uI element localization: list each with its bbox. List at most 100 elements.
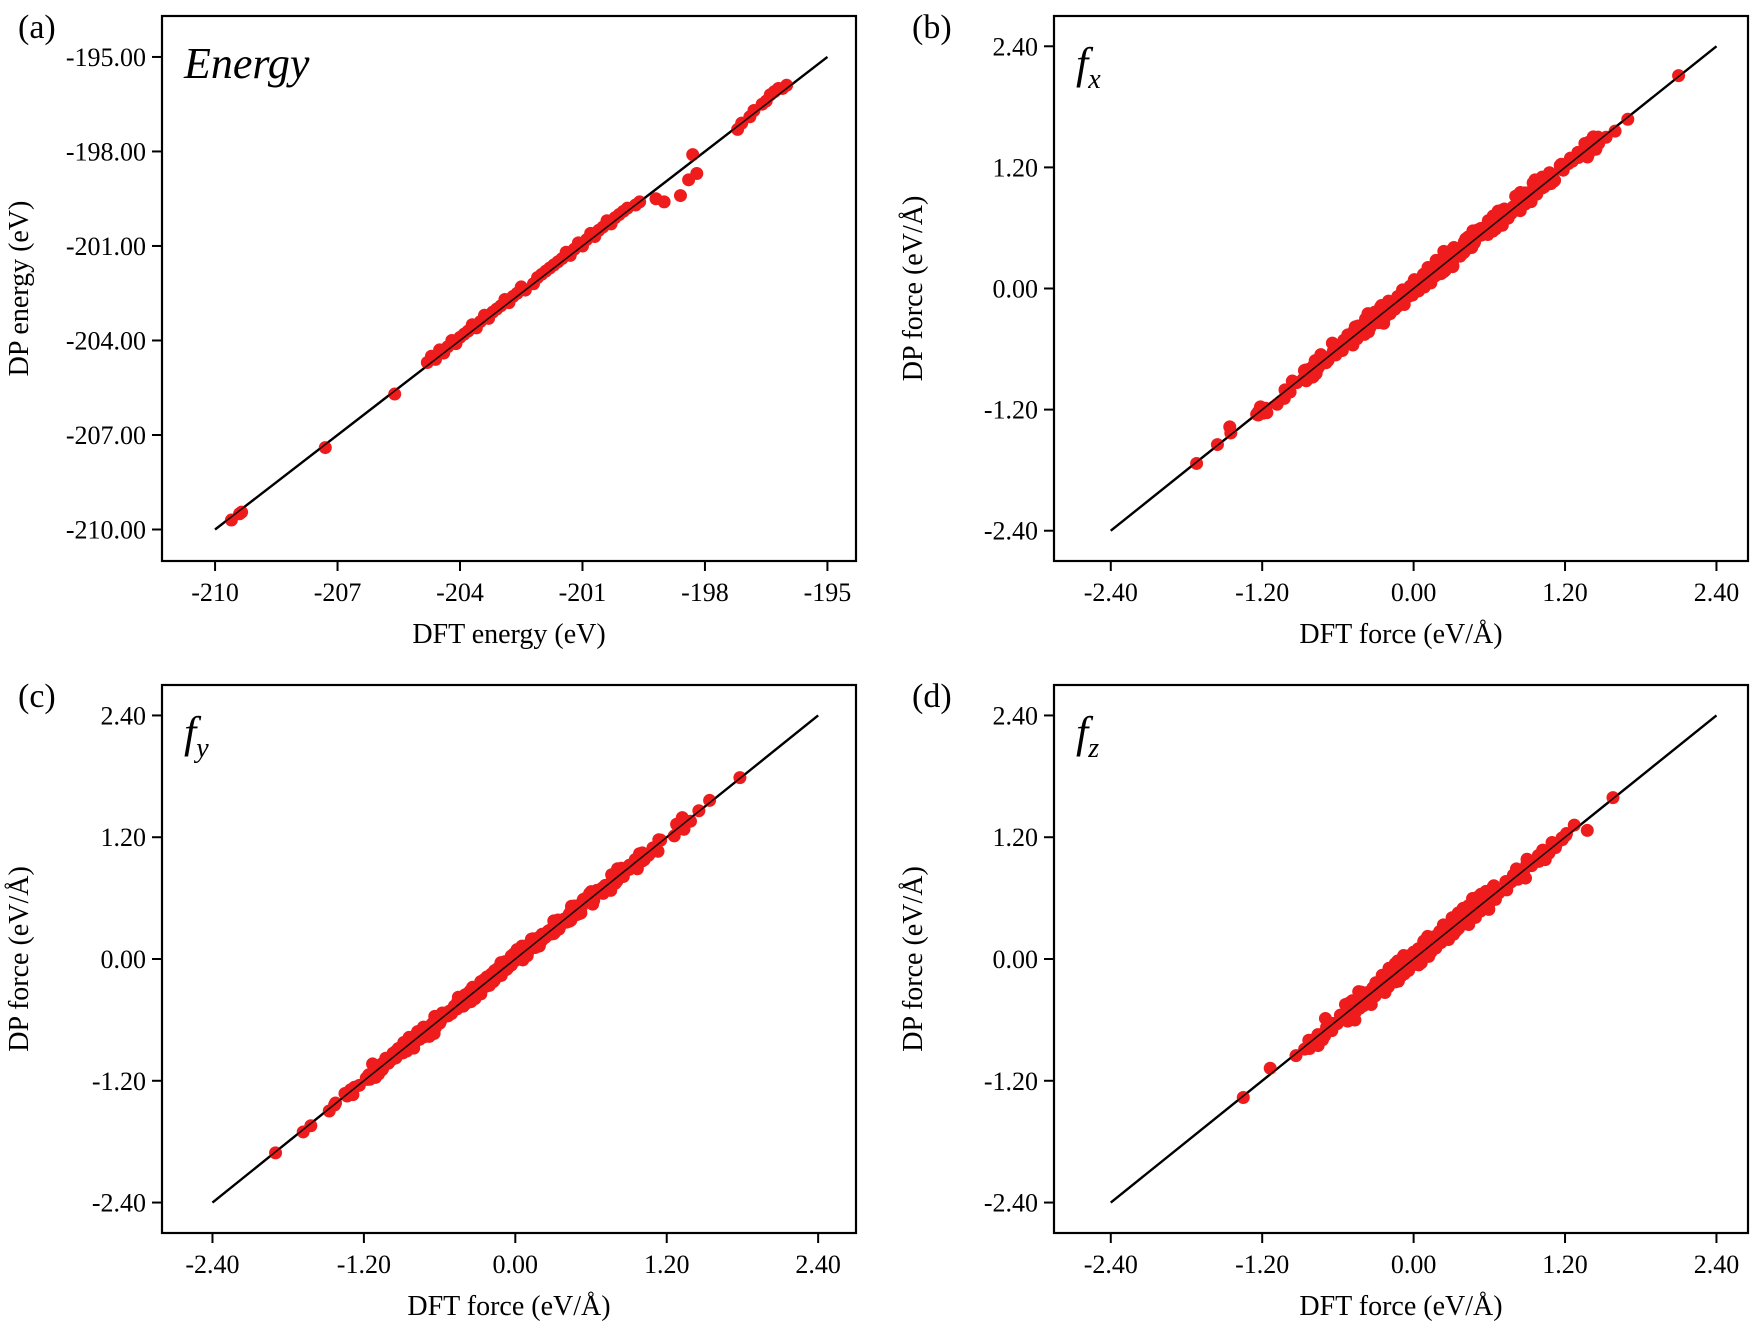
- panel-title-subscript: y: [193, 733, 209, 764]
- y-tick-label: -1.20: [984, 1067, 1038, 1096]
- panel-label: (a): [18, 9, 56, 46]
- data-point: [1521, 857, 1535, 871]
- data-point: [1348, 1013, 1362, 1027]
- y-axis-label: DP force (eV/Å): [898, 866, 929, 1052]
- data-point: [1421, 929, 1435, 943]
- data-point: [1414, 272, 1428, 286]
- panel-label: (d): [912, 678, 952, 715]
- y-tick-label: 2.40: [993, 701, 1039, 730]
- data-point: [389, 1044, 403, 1058]
- x-tick-label: -195: [804, 578, 852, 607]
- panel-a: -210 -207 -204 -201 -198 -195 -210.00 -207.00 -2…: [4, 9, 858, 650]
- x-tick-label: 0.00: [493, 1250, 539, 1279]
- panel-title-subscript: z: [1087, 733, 1099, 764]
- y-axis-label: DP force (eV/Å): [4, 866, 35, 1052]
- data-point: [1438, 930, 1452, 944]
- x-tick-label: -207: [314, 578, 362, 607]
- y-tick-label: -198.00: [66, 137, 146, 166]
- data-point: [1372, 306, 1386, 320]
- data-point: [1403, 953, 1417, 967]
- x-axis-label: DFT force (eV/Å): [1299, 1291, 1502, 1321]
- y-tick-label: -204.00: [66, 326, 146, 355]
- x-tick-label: 1.20: [1542, 578, 1588, 607]
- data-point: [1361, 307, 1375, 321]
- y-tick-label: 2.40: [101, 701, 147, 730]
- plot-frame: [160, 14, 858, 563]
- data-point: [652, 833, 666, 847]
- panel-title-subscript: x: [1087, 64, 1101, 95]
- y-tick-label: -201.00: [66, 232, 146, 261]
- data-point: [1358, 988, 1372, 1002]
- data-point: [635, 846, 649, 860]
- x-axis-label: DFT force (eV/Å): [1299, 619, 1502, 650]
- data-point: [1544, 175, 1558, 189]
- data-point: [413, 1032, 427, 1046]
- data-point: [452, 1000, 466, 1014]
- data-point: [1559, 827, 1573, 841]
- data-point: [608, 876, 622, 890]
- y-axis-label: DP force (eV/Å): [898, 196, 929, 382]
- data-point: [1336, 1012, 1350, 1026]
- data-point: [1285, 374, 1299, 388]
- panel-title-main: Energy: [183, 39, 310, 88]
- y-tick-label: 0.00: [993, 945, 1039, 974]
- data-point: [1519, 195, 1533, 209]
- y-tick-label: -1.20: [92, 1067, 146, 1096]
- data-point: [686, 148, 700, 162]
- x-tick-label: 0.00: [1391, 578, 1437, 607]
- x-tick-label: -1.20: [1235, 578, 1289, 607]
- data-point: [1389, 299, 1403, 313]
- data-point: [657, 195, 671, 209]
- y-tick-label: -2.40: [984, 1189, 1038, 1218]
- y-tick-label: -2.40: [984, 517, 1038, 546]
- x-tick-label: -2.40: [1084, 578, 1138, 607]
- data-point: [703, 793, 717, 807]
- data-point: [1537, 851, 1551, 865]
- data-point: [1325, 336, 1339, 350]
- panel-title: Energy: [183, 39, 310, 88]
- data-point: [558, 915, 572, 929]
- data-point: [564, 904, 578, 918]
- x-tick-label: -2.40: [185, 1250, 239, 1279]
- x-tick-label: 1.20: [1542, 1250, 1588, 1279]
- data-point: [1438, 263, 1452, 277]
- data-point: [296, 1125, 310, 1139]
- panel-title: fz: [1076, 708, 1099, 764]
- data-point: [673, 189, 687, 203]
- data-point: [362, 1068, 376, 1082]
- y-axis-label: DP energy (eV): [4, 201, 35, 377]
- data-point: [318, 441, 332, 455]
- data-point: [1437, 920, 1451, 934]
- data-point: [1567, 818, 1581, 832]
- data-point: [1263, 1061, 1277, 1075]
- data-point: [1428, 269, 1442, 283]
- x-tick-label: -201: [559, 578, 607, 607]
- data-point: [376, 1061, 390, 1075]
- data-point: [1351, 319, 1365, 333]
- data-point: [578, 892, 592, 906]
- panel-label: (b): [912, 9, 952, 46]
- data-point: [397, 1036, 411, 1050]
- y-tick-label: -2.40: [92, 1189, 146, 1218]
- reference-line-overlay: [1110, 45, 1717, 532]
- data-point: [1289, 1049, 1303, 1063]
- panel-title: fy: [184, 708, 209, 764]
- panel-label: (c): [18, 678, 56, 715]
- x-axis-label: DFT energy (eV): [412, 619, 605, 650]
- data-point: [690, 167, 704, 181]
- x-tick-label: 2.40: [795, 1250, 841, 1279]
- x-axis-label: DFT force (eV/Å): [407, 1291, 610, 1321]
- y-tick-label: -210.00: [66, 515, 146, 544]
- data-point: [388, 387, 402, 401]
- data-point: [667, 829, 681, 843]
- y-tick-label: 2.40: [993, 32, 1039, 61]
- data-point: [235, 505, 249, 519]
- y-tick-label: 1.20: [993, 823, 1039, 852]
- data-point: [1283, 385, 1297, 399]
- panel-c: -2.40 -1.20 0.00 1.20 2.40 -2.40 -1.20 0.00 1.20…: [4, 678, 858, 1321]
- x-tick-label: -210: [191, 578, 239, 607]
- data-point: [1422, 942, 1436, 956]
- data-point: [780, 78, 794, 92]
- reference-line-overlay: [214, 56, 828, 531]
